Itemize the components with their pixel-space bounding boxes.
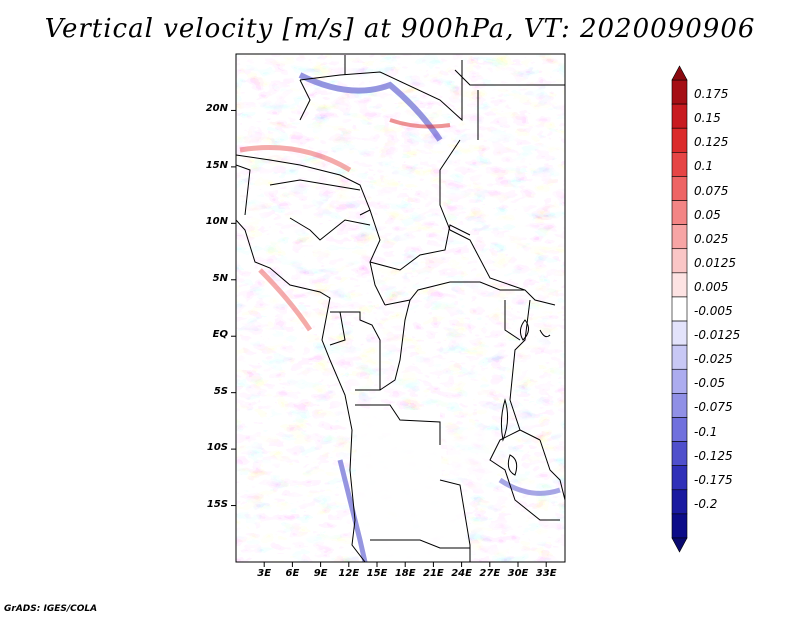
- colorbar-label: -0.05: [694, 376, 726, 391]
- colorbar-label: 0.1: [694, 159, 714, 174]
- lon-tick-label: 6E: [285, 568, 300, 579]
- vertical-velocity-field: [236, 54, 565, 562]
- colorbar-segment: [671, 320, 688, 346]
- colorbar-segment: [671, 489, 688, 515]
- colorbar-label: -0.075: [694, 400, 733, 415]
- lon-tick-label: 12E: [338, 568, 360, 579]
- colorbar: [671, 65, 688, 553]
- lat-tick-label: 10S: [206, 442, 228, 454]
- colorbar-segment: [671, 441, 688, 466]
- colorbar-label: -0.025: [694, 352, 733, 367]
- colorbar-label: 0.025: [694, 231, 729, 246]
- lon-tick-label: 18E: [394, 568, 416, 579]
- colorbar-segment: [671, 465, 688, 491]
- colorbar-segment: [671, 344, 688, 370]
- colorbar-segment: [671, 127, 688, 153]
- lat-tick-label: 15S: [206, 498, 228, 510]
- colorbar-label: 0.125: [694, 135, 729, 150]
- colorbar-label: -0.125: [694, 448, 733, 463]
- colorbar-segment: [671, 248, 688, 274]
- lon-tick-label: 21E: [423, 568, 444, 579]
- colorbar-segment: [671, 296, 688, 322]
- lon-tick-label: 9E: [313, 568, 328, 579]
- lat-tick-label: 5N: [212, 272, 228, 284]
- lat-tick-label: 15N: [205, 159, 228, 171]
- colorbar-segment: [671, 513, 688, 539]
- colorbar-segment: [671, 417, 688, 442]
- map-title: Vertical velocity [m/s] at 900hPa, VT: 2…: [44, 14, 756, 44]
- colorbar-label: 0.175: [694, 87, 729, 102]
- lat-tick-label: 10N: [205, 216, 228, 228]
- colorbar-segment: [671, 103, 688, 129]
- colorbar-segment: [671, 224, 688, 250]
- lat-tick-label: 20N: [205, 103, 228, 115]
- lon-tick-label: 33E: [535, 568, 557, 579]
- colorbar-label: -0.005: [694, 304, 733, 319]
- country-borders: [236, 55, 565, 562]
- colorbar-label: 0.005: [694, 279, 729, 294]
- lat-tick-label: EQ: [212, 329, 228, 341]
- colorbar-label: -0.2: [694, 496, 718, 511]
- colorbar-segment: [671, 200, 688, 225]
- colorbar-segment: [671, 272, 688, 298]
- colorbar-label: 0.075: [694, 183, 729, 198]
- colorbar-label: -0.175: [694, 472, 733, 487]
- lon-tick-label: 15E: [366, 568, 388, 579]
- plot-frame: [235, 53, 566, 563]
- colorbar-label: -0.1: [694, 424, 718, 439]
- colorbar-segment: [671, 176, 688, 201]
- colorbar-segment: [671, 79, 688, 105]
- colorbar-max-arrow: [671, 65, 688, 81]
- colorbar-label: 0.15: [694, 111, 721, 126]
- lon-tick-label: 30E: [507, 568, 529, 579]
- lon-tick-label: 3E: [257, 568, 272, 579]
- colorbar-segment: [671, 368, 688, 394]
- colorbar-label: 0.05: [694, 207, 721, 222]
- lon-tick-label: 24E: [451, 568, 472, 579]
- colorbar-segment: [671, 152, 688, 177]
- grads-credit: GrADS: IGES/COLA: [4, 604, 98, 614]
- colorbar-label: 0.0125: [694, 255, 736, 270]
- colorbar-segment: [671, 393, 688, 418]
- lat-tick-label: 5S: [213, 385, 228, 397]
- lon-tick-label: 27E: [479, 568, 501, 579]
- axis-ticks: [231, 109, 547, 567]
- colorbar-label: -0.0125: [694, 328, 741, 343]
- colorbar-min-arrow: [671, 537, 688, 553]
